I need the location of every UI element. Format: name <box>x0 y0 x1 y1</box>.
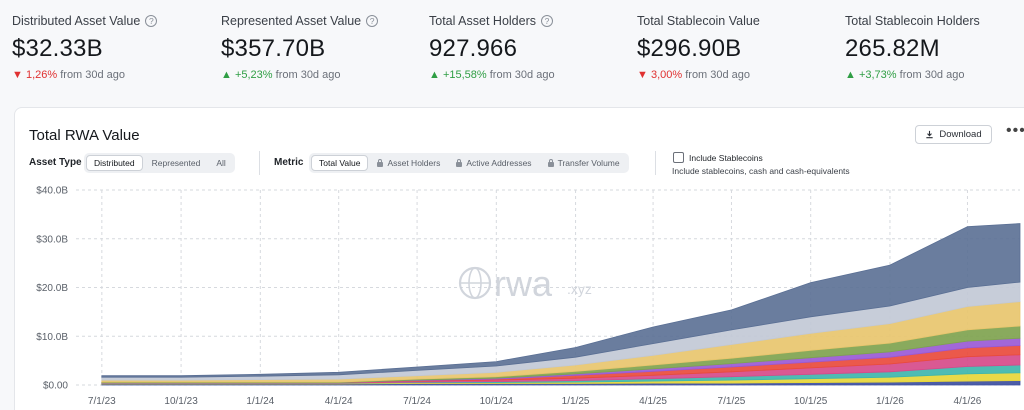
info-icon[interactable]: ? <box>541 15 553 27</box>
x-tick-label: 4/1/26 <box>954 396 982 407</box>
metric-option-transfer-volume[interactable]: Transfer Volume <box>541 155 627 171</box>
lock-icon <box>547 159 554 167</box>
stat-change-suffix: from 30d ago <box>275 69 341 81</box>
asset-type-toggle: Distributed Represented All <box>84 153 235 173</box>
stat-label: Represented Asset Value <box>221 14 362 28</box>
up-arrow-icon: ▲ <box>429 69 443 81</box>
area-series-9[interactable] <box>101 223 1021 378</box>
down-arrow-icon: ▼ <box>12 69 26 81</box>
stat-change: ▼ 1,26% <box>12 69 58 81</box>
x-tick-label: 1/1/24 <box>246 396 274 407</box>
stat-label: Total Stablecoin Value <box>637 14 760 28</box>
stat-change-suffix: from 30d ago <box>899 69 965 81</box>
x-tick-label: 7/1/23 <box>88 396 116 407</box>
x-axis: 7/1/23 10/1/23 1/1/24 4/1/24 7/1/24 10/1/24 1/… <box>88 396 982 407</box>
stat-change: ▲ +15,58% <box>429 69 487 81</box>
stat-change: ▲ +5,23% <box>221 69 273 81</box>
stat-total-asset-holders: Total Asset Holders? 927.966 ▲ +15,58% f… <box>429 14 555 81</box>
stat-value: $357.70B <box>221 35 326 62</box>
x-tick-label: 7/1/25 <box>718 396 746 407</box>
asset-type-label: Asset Type <box>29 157 82 168</box>
x-tick-label: 10/1/24 <box>480 396 514 407</box>
stat-change: ▼ 3,00% <box>637 69 683 81</box>
info-icon[interactable]: ? <box>145 15 158 27</box>
y-tick-label: $20.0B <box>36 283 68 294</box>
up-arrow-icon: ▲ <box>221 69 235 81</box>
metric-option-total-value[interactable]: Total Value <box>311 155 369 171</box>
x-tick-label: 4/1/24 <box>325 396 353 407</box>
rwa-watermark: rwa .xyz <box>458 263 592 304</box>
metric-option-asset-holders[interactable]: Asset Holders <box>370 155 447 171</box>
stat-value: 265.82M <box>845 35 940 62</box>
lock-icon <box>377 159 384 167</box>
download-icon <box>926 130 934 139</box>
stat-label: Total Asset Holders <box>429 14 536 28</box>
download-button[interactable]: Download <box>915 125 992 144</box>
stat-change-suffix: from 30d ago <box>685 69 751 81</box>
asset-type-option-represented[interactable]: Represented <box>151 158 201 168</box>
stat-represented-asset-value: Represented Asset Value? $357.70B ▲ +5,2… <box>221 14 379 81</box>
include-stablecoins-description: Include stablecoins, cash and cash-equiv… <box>672 166 850 176</box>
x-tick-label: 10/1/25 <box>794 396 828 407</box>
y-tick-label: $30.0B <box>36 234 68 245</box>
stat-total-stablecoin-holders: Total Stablecoin Holders 265.82M ▲ +3,73… <box>845 14 980 81</box>
y-axis: $0.00 $10.0B $20.0B $30.0B $40.0B <box>36 186 68 392</box>
stat-total-stablecoin-value: Total Stablecoin Value $296.90B ▼ 3,00% … <box>637 14 760 81</box>
x-tick-label: 1/1/25 <box>562 396 590 407</box>
stat-distributed-asset-value: Distributed Asset Value? $32.33B ▼ 1,26%… <box>12 14 158 81</box>
info-icon[interactable]: ? <box>366 15 379 27</box>
x-tick-label: 7/1/24 <box>403 396 431 407</box>
stat-value: $32.33B <box>12 35 103 62</box>
x-tick-label: 10/1/23 <box>164 396 198 407</box>
chart-title: Total RWA Value <box>29 127 140 144</box>
stat-change-suffix: from 30d ago <box>60 69 126 81</box>
up-arrow-icon: ▲ <box>845 69 859 81</box>
more-options-icon[interactable]: ••• <box>1006 122 1024 139</box>
y-tick-label: $10.0B <box>36 332 68 343</box>
chart-areas <box>101 223 1021 386</box>
divider <box>655 151 656 175</box>
metric-label: Metric <box>274 157 304 168</box>
y-tick-label: $0.00 <box>43 381 68 392</box>
watermark-suffix: .xyz <box>567 281 592 297</box>
lock-icon <box>456 159 463 167</box>
stat-change: ▲ +3,73% <box>845 69 897 81</box>
stat-value: $296.90B <box>637 35 742 62</box>
download-label: Download <box>939 129 982 140</box>
stat-change-suffix: from 30d ago <box>489 69 555 81</box>
y-tick-label: $40.0B <box>36 186 68 197</box>
x-tick-label: 4/1/25 <box>639 396 667 407</box>
include-stablecoins-label[interactable]: Include Stablecoins <box>689 153 763 163</box>
stat-value: 927.966 <box>429 35 518 62</box>
down-arrow-icon: ▼ <box>637 69 651 81</box>
include-stablecoins-checkbox[interactable] <box>673 152 684 163</box>
divider <box>259 151 260 175</box>
stat-label: Distributed Asset Value <box>12 14 141 28</box>
asset-type-option-distributed[interactable]: Distributed <box>86 155 143 171</box>
stats-bar: Distributed Asset Value? $32.33B ▼ 1,26%… <box>0 0 1024 100</box>
metric-toggle: Total Value Asset Holders Active Address… <box>309 153 629 173</box>
metric-option-active-addresses[interactable]: Active Addresses <box>449 155 538 171</box>
stat-label: Total Stablecoin Holders <box>845 14 980 28</box>
x-tick-label: 1/1/26 <box>876 396 904 407</box>
watermark-text: rwa <box>494 263 553 304</box>
asset-type-option-all[interactable]: All <box>216 158 226 168</box>
